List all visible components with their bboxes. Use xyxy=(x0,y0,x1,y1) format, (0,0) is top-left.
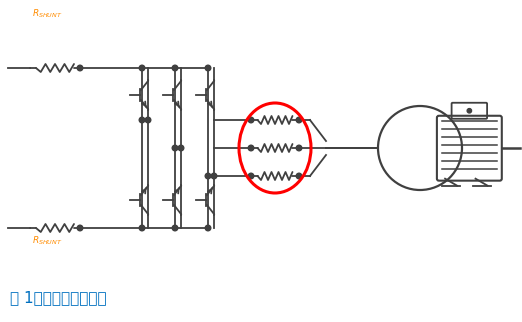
Circle shape xyxy=(139,225,145,231)
Circle shape xyxy=(77,65,83,71)
Circle shape xyxy=(139,117,145,123)
Text: 图 1：直列式电流检测: 图 1：直列式电流检测 xyxy=(10,290,106,305)
Circle shape xyxy=(248,173,254,179)
Circle shape xyxy=(205,65,211,71)
Circle shape xyxy=(172,225,178,231)
Circle shape xyxy=(178,145,184,151)
Circle shape xyxy=(248,117,254,123)
Circle shape xyxy=(211,173,217,179)
Text: $R_{SHUNT}$: $R_{SHUNT}$ xyxy=(32,7,63,20)
Text: $R_{SHUNT}$: $R_{SHUNT}$ xyxy=(32,234,63,247)
Circle shape xyxy=(205,225,211,231)
Circle shape xyxy=(172,145,178,151)
Circle shape xyxy=(296,117,302,123)
Circle shape xyxy=(296,173,302,179)
Circle shape xyxy=(467,109,471,113)
Circle shape xyxy=(139,65,145,71)
Circle shape xyxy=(77,225,83,231)
Circle shape xyxy=(145,117,151,123)
Circle shape xyxy=(205,173,211,179)
Circle shape xyxy=(172,65,178,71)
Circle shape xyxy=(296,145,302,151)
Circle shape xyxy=(248,145,254,151)
